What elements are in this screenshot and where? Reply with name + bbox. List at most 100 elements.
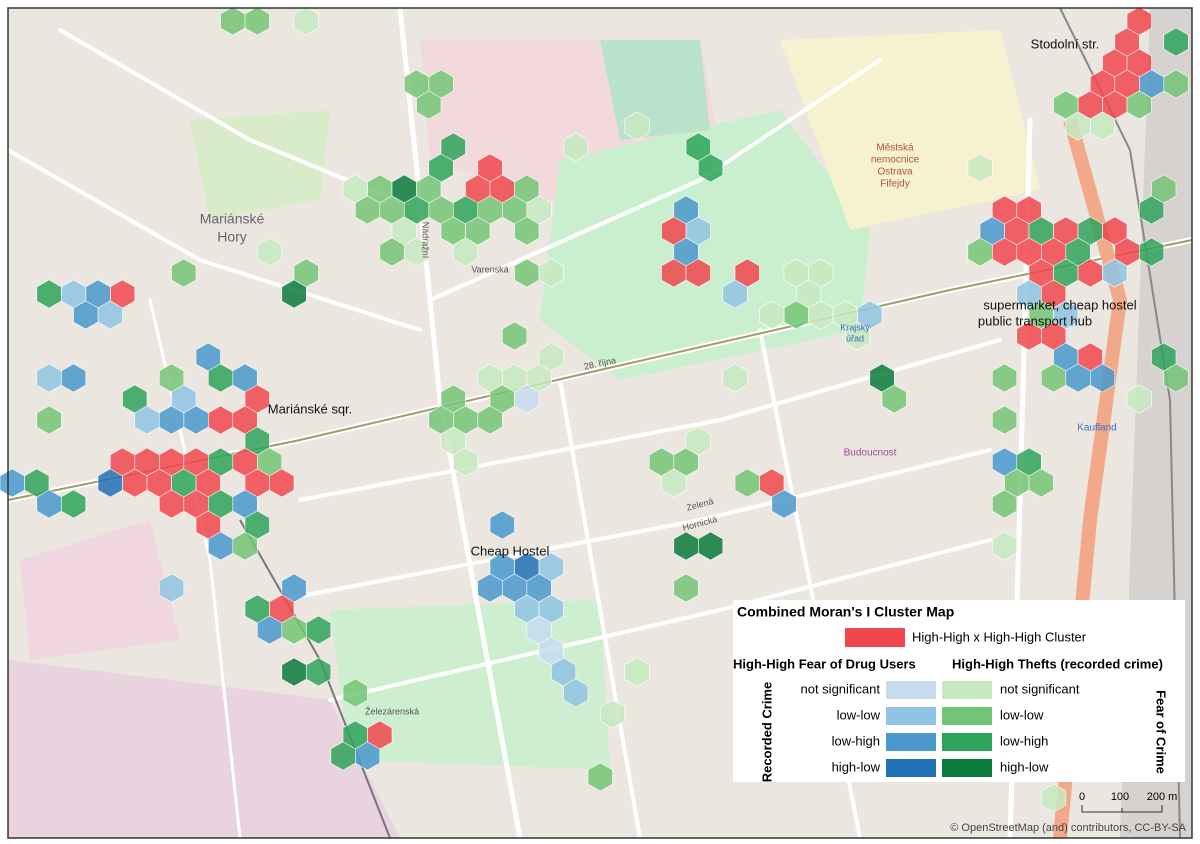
hex-cell [220,6,246,36]
legend-axis-label: Recorded Crime [759,682,774,782]
pink-area [20,520,180,660]
hex-cell [452,237,479,267]
hex-cell [281,615,307,645]
hex-cell [232,531,258,561]
hex-cell [1041,783,1067,813]
hex-cell [759,300,785,330]
road [397,5,523,841]
hex-cell [624,657,650,687]
legend-rows: not significant low-low low-high high-low no… [801,681,1080,777]
place-label: supermarket, cheap hostel [983,297,1136,312]
legend-label: low-high [832,733,880,748]
hex-cell [1126,90,1152,120]
map-frame [7,7,1193,839]
place-label: nemocnice [871,155,920,166]
hex-cell [256,237,283,267]
hex-cell [1090,363,1116,393]
hex-cell [36,279,62,309]
green-area [190,110,330,220]
scale-bar: 0 100 200 m [1079,791,1178,813]
hex-cell [159,405,185,435]
place-label: Varenská [471,264,508,274]
hex-cell [97,468,123,498]
hex-cell [514,216,540,246]
hex-cell [991,405,1018,435]
legend-label: high-low [1000,759,1049,774]
hex-cell [563,678,589,708]
hex-cell [171,258,197,288]
hex-cell [403,69,430,99]
hex-cell [1126,384,1152,414]
place-label: Městská [876,143,914,154]
hex-cell [1151,174,1177,204]
legend-label: low-low [837,707,881,722]
hex-cell [1163,27,1189,57]
hex-cell [673,573,699,603]
road [278,448,992,602]
legend-swatch [942,707,992,725]
hex-cell [685,426,711,456]
road [298,338,1002,502]
legend-header: High-High Fear of Drug Users [733,656,916,671]
hex-cell [599,699,626,729]
legend-swatch [886,733,936,751]
hex-cell [991,531,1018,561]
place-label: Nádražní [421,222,431,259]
hex-cell [489,510,515,540]
hex-cell [881,384,907,414]
hex-cell [991,363,1018,393]
hex-cell [587,762,613,792]
place-label: Hory [217,229,247,245]
hex-cell [1126,6,1152,36]
hex-cell [1163,69,1189,99]
place-label: Budoucnost [844,448,897,459]
hex-cell [452,447,479,477]
place-label: Krajský [840,322,870,332]
road [6,148,422,332]
place-label: Cheap Hostel [471,543,550,558]
scale-label: 200 m [1147,791,1178,803]
hex-cell [36,405,62,435]
legend-swatch [886,681,936,699]
hex-cell [342,678,368,708]
legend-label: not significant [801,681,881,696]
hex-cell [991,489,1018,519]
hex-cell [269,468,295,498]
scale-label: 0 [1079,791,1085,803]
place-label: úřad [846,333,864,343]
road [558,378,642,840]
hex-cell [1065,111,1091,141]
hex-cell [305,657,332,687]
hex-cell [0,468,25,498]
hex-cell [661,468,687,498]
hex-layer [0,6,1189,813]
hex-cell [1028,468,1054,498]
place-label: Mariánské sqr. [268,401,353,416]
legend-label: High-High x High-High Cluster [912,629,1087,644]
hex-cell [281,279,307,309]
place-label: Mariánské [200,211,265,227]
legend-axis-label: Fear of Crime [1154,690,1169,774]
hex-cell [501,321,528,351]
attribution: © OpenStreetMap (and) contributors, CC-B… [950,822,1186,834]
legend-swatch [886,759,936,777]
legend-label: not significant [1000,681,1080,696]
hex-cell [514,384,540,414]
industrial-area [8,660,400,838]
hex-cell [159,573,185,603]
hex-cell [771,489,797,519]
hex-cell [563,132,589,162]
hex-cell [844,321,871,351]
road [328,538,992,702]
legend-swatch [942,733,992,751]
legend-swatch [886,707,936,725]
legend-label: high-low [832,759,881,774]
hex-cell [403,237,430,267]
golf-area [600,40,710,140]
hex-cell [624,111,650,141]
hex-cell [354,741,381,771]
hex-cell [1102,258,1128,288]
hex-cell [477,405,503,435]
hex-cell [697,531,724,561]
